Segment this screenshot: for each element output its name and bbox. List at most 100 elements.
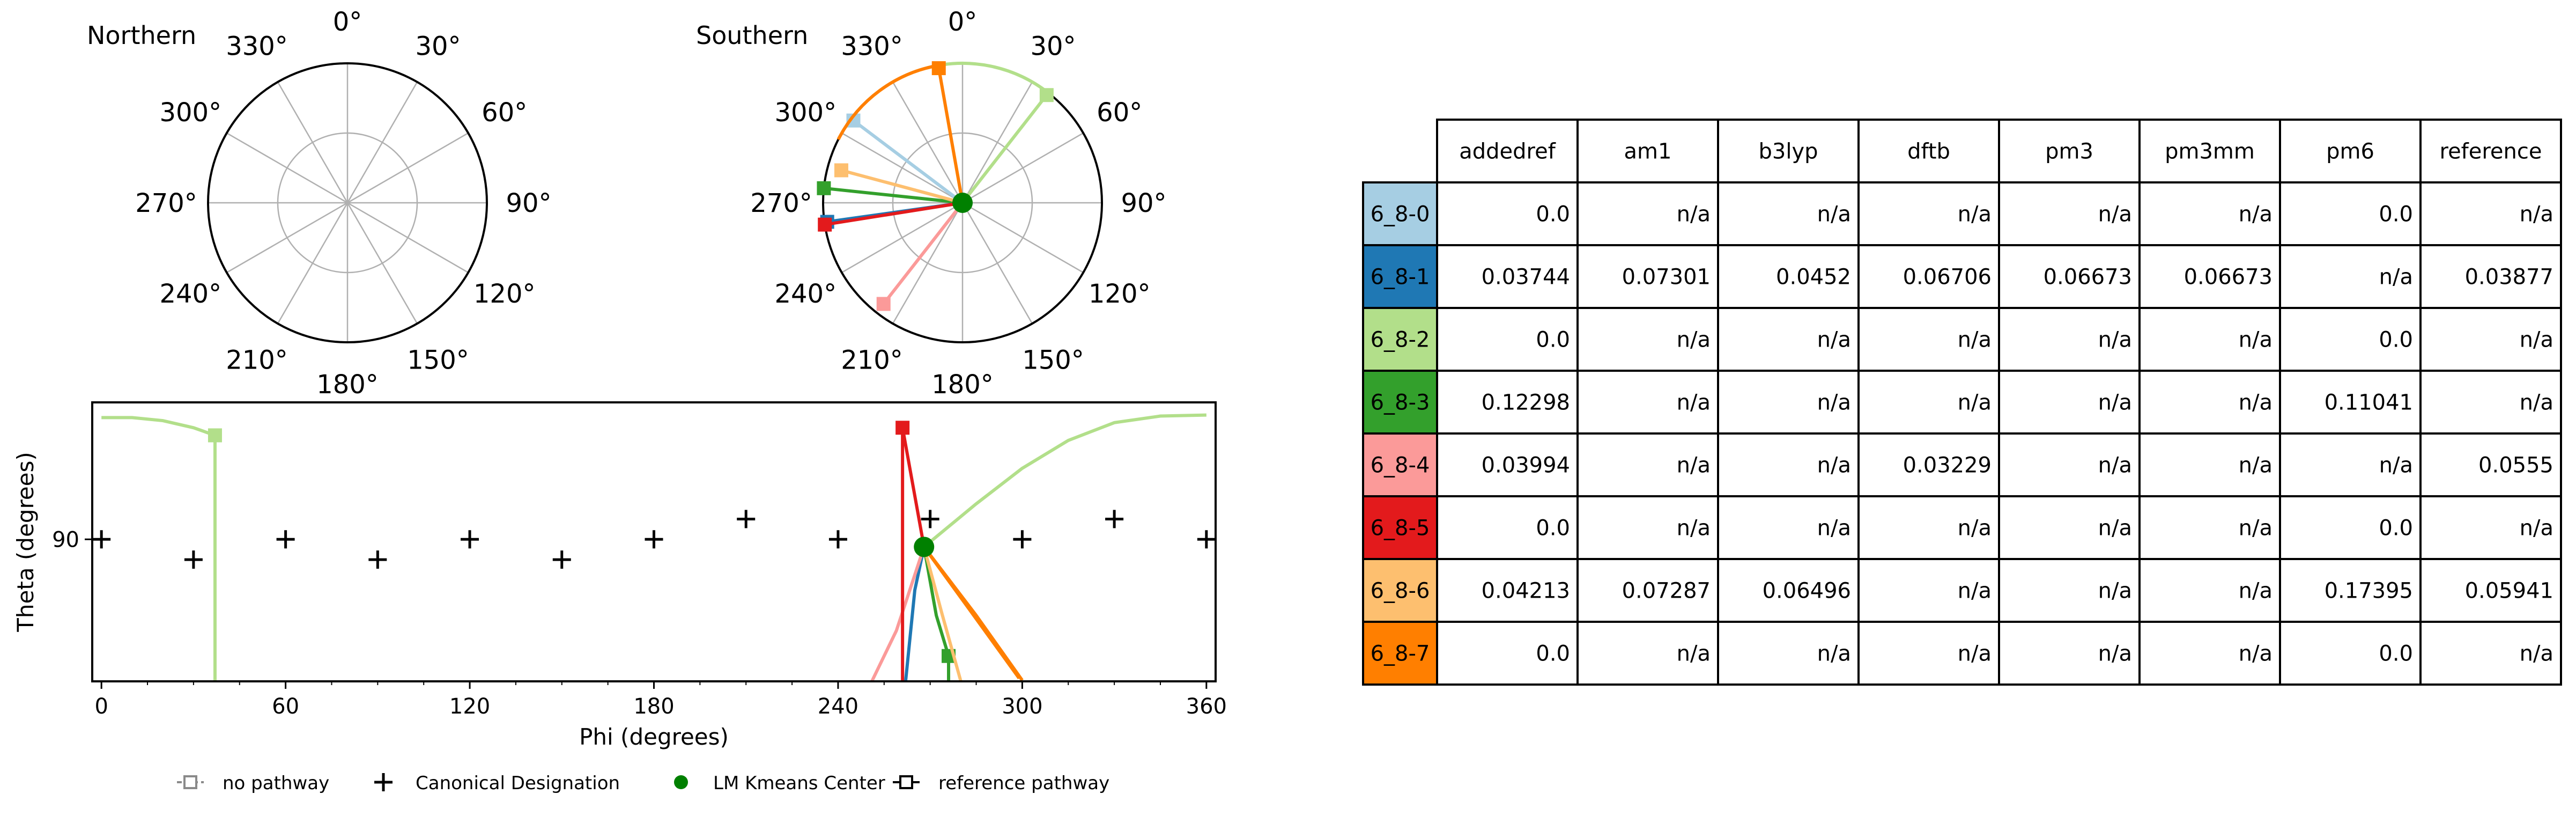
table-cell-value: 0.03229 <box>1903 453 1992 478</box>
polar-angle-tick-label: 180° <box>931 370 994 400</box>
table-cell-value: n/a <box>1958 328 1992 352</box>
table-cell-value: 0.0 <box>2379 328 2413 352</box>
table-cell <box>2279 495 2422 560</box>
table-cell-value: n/a <box>1677 453 1711 478</box>
table-cell-value: n/a <box>1677 642 1711 666</box>
table-cell-value: n/a <box>2379 265 2413 290</box>
table-cell-value: n/a <box>2239 453 2272 478</box>
table-row-label: 6_8-6 <box>1371 579 1430 604</box>
table-cell-value: 0.05941 <box>2465 579 2553 604</box>
table-cell-value: 0.17395 <box>2325 579 2413 604</box>
table-column-header: reference <box>2440 139 2542 164</box>
polar-chart-northern: Northern 0° 30° 60° 90° 120° 150° 180° 210° 240° 2… <box>87 7 552 400</box>
polar-chart-southern: Southern 0° 30° 60° 90° 120° 150° 180° 210° 240° 2… <box>696 7 1167 400</box>
table-cell-value: n/a <box>2239 202 2272 227</box>
table-cell-value: n/a <box>2098 516 2132 541</box>
table-cell <box>2279 432 2422 497</box>
canonical-designation-marker <box>645 530 663 549</box>
table-cell <box>2138 370 2281 435</box>
legend: no pathway Canonical Designation LM Kmeans… <box>177 773 1109 794</box>
polar-angle-tick-label: 30° <box>1030 31 1076 61</box>
polar-angle-tick-label: 90° <box>1121 188 1166 218</box>
table-cell-value: 0.07287 <box>1622 579 1711 604</box>
table-row: 6_8-3 0.12298 n/a n/a n/a n/a n/a 0.11041 n/a <box>1362 370 2562 435</box>
polar-title: Northern <box>87 21 196 50</box>
table-cell-value: 0.0 <box>1536 202 1570 227</box>
table-cell-value: n/a <box>1677 516 1711 541</box>
polar-angle-tick-label: 210° <box>226 345 288 376</box>
table-cell-value: 0.03877 <box>2465 265 2553 290</box>
legend-label: no pathway <box>223 773 329 794</box>
table-row-label: 6_8-7 <box>1371 642 1430 666</box>
x-tick-label: 180 <box>633 694 674 719</box>
table-cell <box>2279 307 2422 372</box>
legend-item: LM Kmeans Center <box>674 773 885 794</box>
polar-angle-tick-label: 120° <box>473 279 536 309</box>
table-cell-value: n/a <box>2520 202 2553 227</box>
polar-angle-tick-label: 90° <box>506 188 551 218</box>
polar-series-line <box>824 201 963 226</box>
table-row: 6_8-7 0.0 n/a n/a n/a n/a n/a 0.0 n/a <box>1362 621 2562 686</box>
series-line <box>923 413 1206 548</box>
polar-series-marker <box>1039 88 1054 102</box>
table-cell-value: n/a <box>1817 328 1851 352</box>
table-column-header: pm6 <box>2326 139 2374 164</box>
legend-label: LM Kmeans Center <box>713 773 885 794</box>
table-row: 6_8-1 0.03744 0.07301 0.0452 0.06706 0.06673 0… <box>1362 244 2562 309</box>
table-cell-value: n/a <box>2520 516 2553 541</box>
legend-symbol <box>374 773 393 791</box>
table-cell <box>1576 621 1719 686</box>
x-tick-label: 60 <box>272 694 299 719</box>
polar-series-marker <box>817 181 831 195</box>
table-row-label: 6_8-1 <box>1371 265 1430 290</box>
table-row: 6_8-2 0.0 n/a n/a n/a n/a n/a 0.0 n/a <box>1362 307 2562 372</box>
table-cell-value: 0.06673 <box>2044 265 2132 290</box>
table-cell-value: 0.11041 <box>2325 391 2413 415</box>
table-cell-value: n/a <box>1677 202 1711 227</box>
table-row: 6_8-4 0.03994 n/a n/a 0.03229 n/a n/a n/a 0.0555 <box>1362 432 2562 497</box>
polar-angle-tick-label: 150° <box>1022 345 1084 376</box>
table-cell-value: n/a <box>1817 453 1851 478</box>
table-row-color-cell <box>1362 307 1438 372</box>
polar-series-line <box>937 68 964 203</box>
polar-series-line <box>824 186 963 204</box>
table-cell <box>1436 370 1579 435</box>
series-line <box>922 546 963 681</box>
table-cell-value: n/a <box>1817 202 1851 227</box>
table-cell-value: n/a <box>2098 642 2132 666</box>
table-row-color-cell <box>1362 495 1438 560</box>
table-cell <box>1436 621 1579 686</box>
table-row-color-cell <box>1362 558 1438 623</box>
table-cell <box>1998 621 2141 686</box>
table-cell <box>2419 370 2562 435</box>
table-cell <box>2138 181 2281 246</box>
table-cell-value: 0.12298 <box>1482 391 1570 415</box>
table-cell-value: 0.0 <box>1536 328 1570 352</box>
table-cell-value: n/a <box>1677 391 1711 415</box>
canonical-designation-marker <box>276 530 295 549</box>
table-cell-value: n/a <box>2239 516 2272 541</box>
polar-angle-tick-label: 0° <box>948 7 978 37</box>
table-cell <box>2138 432 2281 497</box>
table-cell-value: 0.06706 <box>1903 265 1992 290</box>
table-column-header: addedref <box>1459 139 1556 164</box>
polar-grid-circle <box>892 132 1033 274</box>
table-column-header: dftb <box>1907 139 1950 164</box>
series-line <box>870 546 926 681</box>
table-cell-value: 0.0555 <box>2478 453 2553 478</box>
table-cell-value: 0.0 <box>1536 642 1570 666</box>
table-cell <box>1576 558 1719 623</box>
table-row-label: 6_8-3 <box>1371 391 1430 415</box>
table-cell <box>2138 558 2281 623</box>
table-cell <box>2138 495 2281 560</box>
table-cell <box>1998 307 2141 372</box>
table-cell-value: 0.04213 <box>1482 579 1570 604</box>
plot-area <box>101 413 1206 681</box>
x-tick-label: 0 <box>94 694 108 719</box>
table-cell-value: n/a <box>2239 328 2272 352</box>
phi-theta-line-chart: 0 60 120 180 240 300 360 90 Phi (degrees) Theta (… <box>12 401 1227 750</box>
table-column-header: pm3 <box>2045 139 2093 164</box>
table-cell <box>2419 495 2562 560</box>
legend-item: reference pathway <box>893 773 1109 794</box>
